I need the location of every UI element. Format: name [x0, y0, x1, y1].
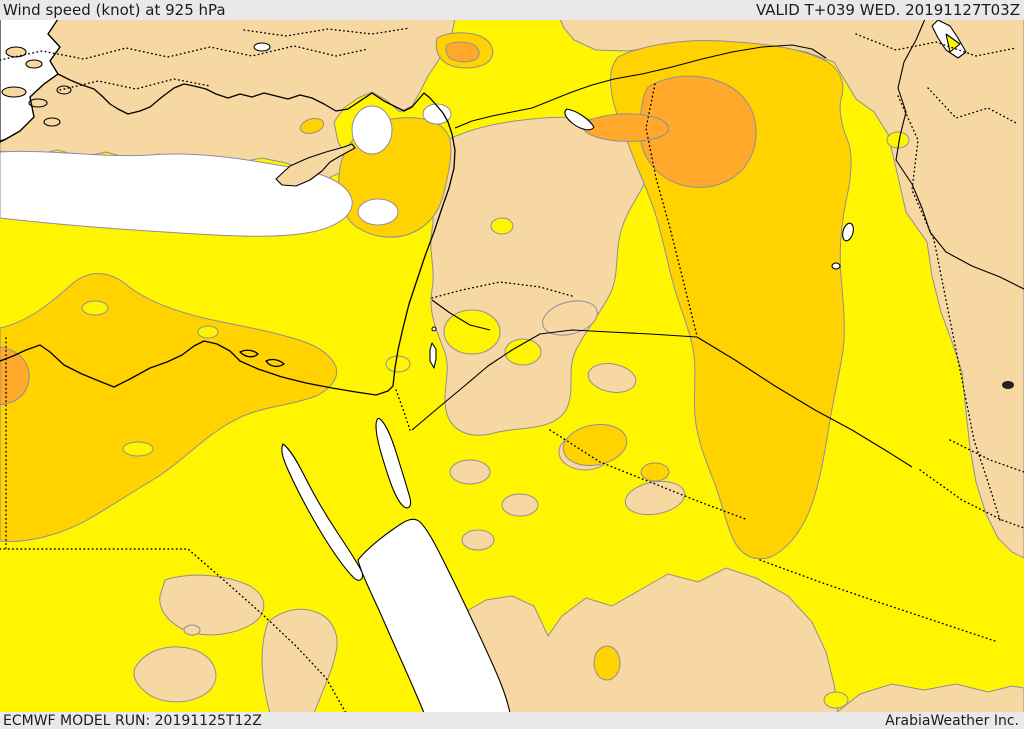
tan-patch	[461, 529, 495, 551]
red-sea	[357, 518, 511, 714]
border-anatolia-1	[0, 45, 369, 61]
border-jordan-syria	[431, 281, 573, 299]
region-red-sea-coast-hills	[261, 608, 338, 714]
region-central-mediterranean-calm	[0, 150, 353, 237]
yellow-patch	[122, 441, 154, 457]
border-syria-iraq	[645, 83, 698, 337]
river-tigris	[895, 18, 1024, 290]
yellow-patch-saudi	[823, 691, 849, 709]
yellow-patch-syria	[443, 309, 501, 355]
tan-patch	[183, 624, 201, 636]
wind-band-calm-regions	[0, 18, 452, 237]
region-se-egypt-hills	[159, 574, 265, 636]
border-saudi-interior-2	[759, 559, 999, 643]
credit-label: ArabiaWeather Inc.	[885, 712, 1019, 729]
region-orange-aleppo-streak	[582, 113, 669, 142]
yellow-patch	[81, 300, 109, 316]
border-anatolia-top	[243, 27, 411, 37]
lake-habbaniyah	[831, 262, 841, 270]
coast-aegean	[0, 18, 61, 143]
island	[5, 46, 27, 58]
region-north-saudi-desert	[431, 567, 839, 714]
border-saudi-kuwait	[919, 469, 1024, 529]
nile-delta-lagoon-2	[265, 358, 285, 368]
yellow-patch	[197, 325, 219, 339]
border-anatolia-2	[59, 78, 211, 91]
border-turkey-syria	[454, 44, 827, 129]
model-run-label: ECMWF MODEL RUN: 20191125T12Z	[3, 712, 262, 729]
dead-sea	[429, 342, 437, 369]
region-orange-top-center	[445, 41, 480, 63]
region-saudi-bottom-right	[834, 683, 1024, 714]
red-sea-calm	[281, 417, 511, 714]
yellow-patch	[490, 217, 514, 235]
calm-patch-iskenderun	[351, 105, 393, 155]
coast-turkey-levant-egypt	[0, 73, 456, 396]
footer-bar: ECMWF MODEL RUN: 20191125T12Z ArabiaWeat…	[0, 712, 1024, 729]
tan-patch	[542, 300, 598, 336]
border-saudi-interior-1	[549, 429, 749, 521]
lakes	[253, 19, 1014, 389]
region-se-egypt-hills-2	[133, 646, 217, 703]
lake-tuz	[253, 42, 271, 52]
island	[1, 86, 27, 98]
marsh-lake	[1002, 381, 1014, 389]
lake-assad	[564, 108, 595, 131]
header-bar: Wind speed (knot) at 925 hPa VALID T+039…	[0, 0, 1024, 20]
border-turkey-caucasus	[855, 33, 1017, 57]
border-turkey-iran	[927, 87, 1019, 125]
gulf-of-suez	[281, 443, 364, 581]
tan-patch	[587, 363, 637, 393]
valid-time-label: VALID T+039 WED. 20191127T03Z	[755, 1, 1020, 19]
island-rhodes	[43, 117, 61, 127]
yellow-patch-negev	[385, 355, 411, 373]
border-jordan-saudi-spur	[431, 299, 491, 331]
gold-patch	[640, 462, 670, 482]
tan-patch	[501, 493, 539, 517]
lake-van-island	[945, 33, 961, 53]
country-borders-solid	[411, 18, 1024, 468]
yellow-patch-syria	[504, 338, 542, 366]
island-cyprus	[275, 143, 356, 187]
gulf-of-aqaba	[375, 417, 412, 509]
border-egypt-sudan	[0, 548, 347, 714]
map-title: Wind speed (knot) at 925 hPa	[3, 1, 226, 19]
sea-of-galilee	[431, 326, 437, 332]
lake-tharthar	[842, 222, 854, 242]
island	[28, 98, 48, 108]
region-gold-se-mediterranean-egypt	[0, 273, 338, 542]
calm-patch-east-of-cyprus	[357, 198, 399, 226]
border-egypt-israel	[395, 389, 411, 431]
island	[56, 85, 72, 95]
wind-band-tan-regions	[0, 18, 1024, 714]
coastlines	[0, 18, 456, 396]
calm-patch-antakya	[422, 103, 452, 125]
border-jordan-iraq-saudi	[411, 329, 913, 468]
nile-delta-lagoon	[239, 349, 259, 358]
gold-patch-jordan	[562, 424, 628, 466]
island	[25, 59, 43, 69]
country-borders-dotted	[0, 27, 1024, 714]
gold-patch-cilicia	[299, 118, 325, 134]
gold-patch-saudi	[593, 645, 621, 681]
tan-patch	[449, 459, 491, 485]
